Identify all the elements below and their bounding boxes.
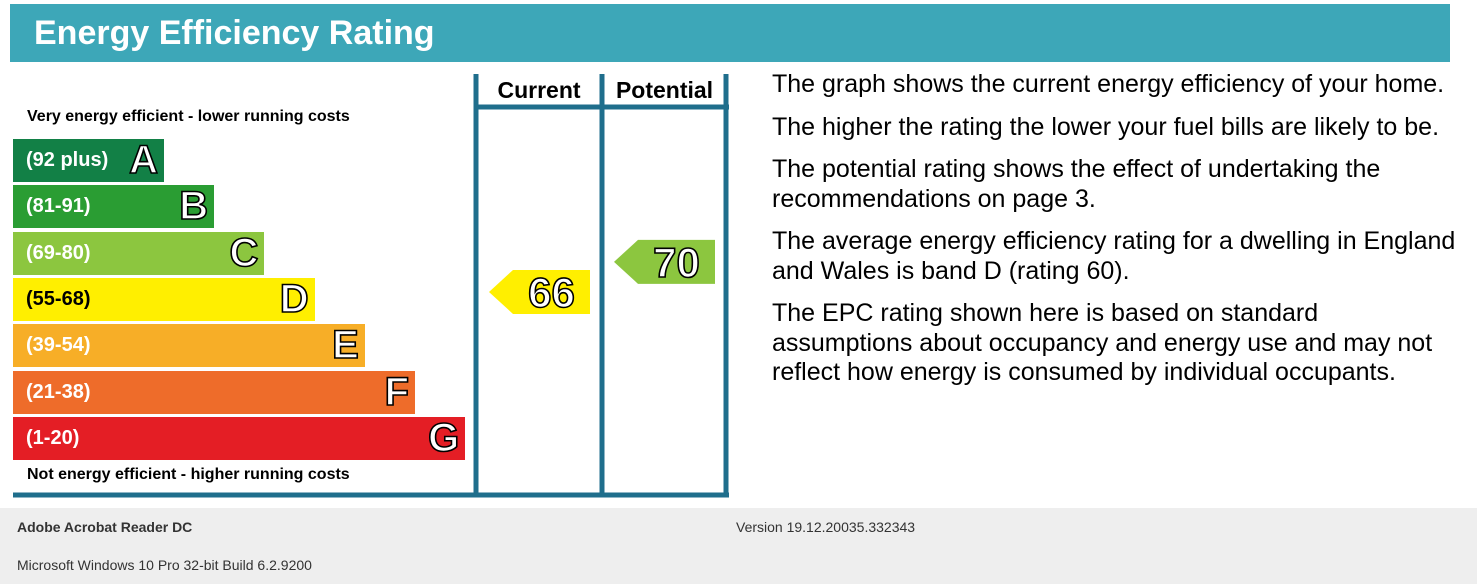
band-range-label: (1-20) <box>26 426 80 449</box>
band-letter: B <box>178 184 209 229</box>
band-d: (55-68) D <box>13 276 315 322</box>
band-letter: A <box>128 138 158 183</box>
app-version: Version 19.12.20035.332343 <box>736 519 916 535</box>
band-f: (21-38) F <box>13 369 415 414</box>
description-paragraph: The graph shows the current energy effic… <box>772 70 1445 98</box>
efficient-label: Very energy efficient - lower running co… <box>27 108 350 125</box>
description-paragraph: The EPC rating shown here is based on st… <box>772 299 1433 386</box>
band-range-label: (55-68) <box>26 287 91 310</box>
band-e: (39-54) E <box>13 323 365 368</box>
band-b: (81-91) B <box>13 184 215 229</box>
band-range-label: (92 plus) <box>26 149 109 171</box>
header-bar: Energy Efficiency Rating <box>10 4 1450 62</box>
band-letter: G <box>427 415 460 460</box>
band-letter: C <box>229 230 259 275</box>
band-c: (69-80) C <box>13 230 265 275</box>
description-paragraph: The average energy efficiency rating for… <box>772 227 1456 285</box>
column-header-potential: Potential <box>615 77 714 103</box>
band-g: (1-20) G <box>13 415 466 460</box>
os-info: Microsoft Windows 10 Pro 32-bit Build 6.… <box>17 557 312 573</box>
band-letter: E <box>331 323 359 368</box>
band-range-label: (21-38) <box>26 380 91 403</box>
description-paragraph: The potential rating shows the effect of… <box>772 155 1381 213</box>
description-text: The graph shows the current energy effic… <box>772 70 1462 401</box>
band-letter: F <box>384 369 410 414</box>
band-range-label: (39-54) <box>26 334 91 357</box>
inefficient-label: Not energy efficient - higher running co… <box>27 466 350 483</box>
potential-rating-value: 70 <box>653 239 700 286</box>
potential-rating-arrow <box>614 239 715 284</box>
band-range-label: (81-91) <box>26 195 91 218</box>
app-info-footer: Adobe Acrobat Reader DC Version 19.12.20… <box>0 508 1477 584</box>
current-rating-value: 66 <box>528 269 575 316</box>
description-paragraph: The higher the rating the lower your fue… <box>772 112 1440 141</box>
page-title: Energy Efficiency Rating <box>34 14 435 52</box>
band-letter: D <box>279 276 309 322</box>
app-name: Adobe Acrobat Reader DC <box>17 519 193 535</box>
current-rating-arrow <box>489 269 590 314</box>
band-a: (92 plus) A <box>13 138 164 183</box>
band-range-label: (69-80) <box>26 241 91 264</box>
column-header-current: Current <box>497 77 581 103</box>
